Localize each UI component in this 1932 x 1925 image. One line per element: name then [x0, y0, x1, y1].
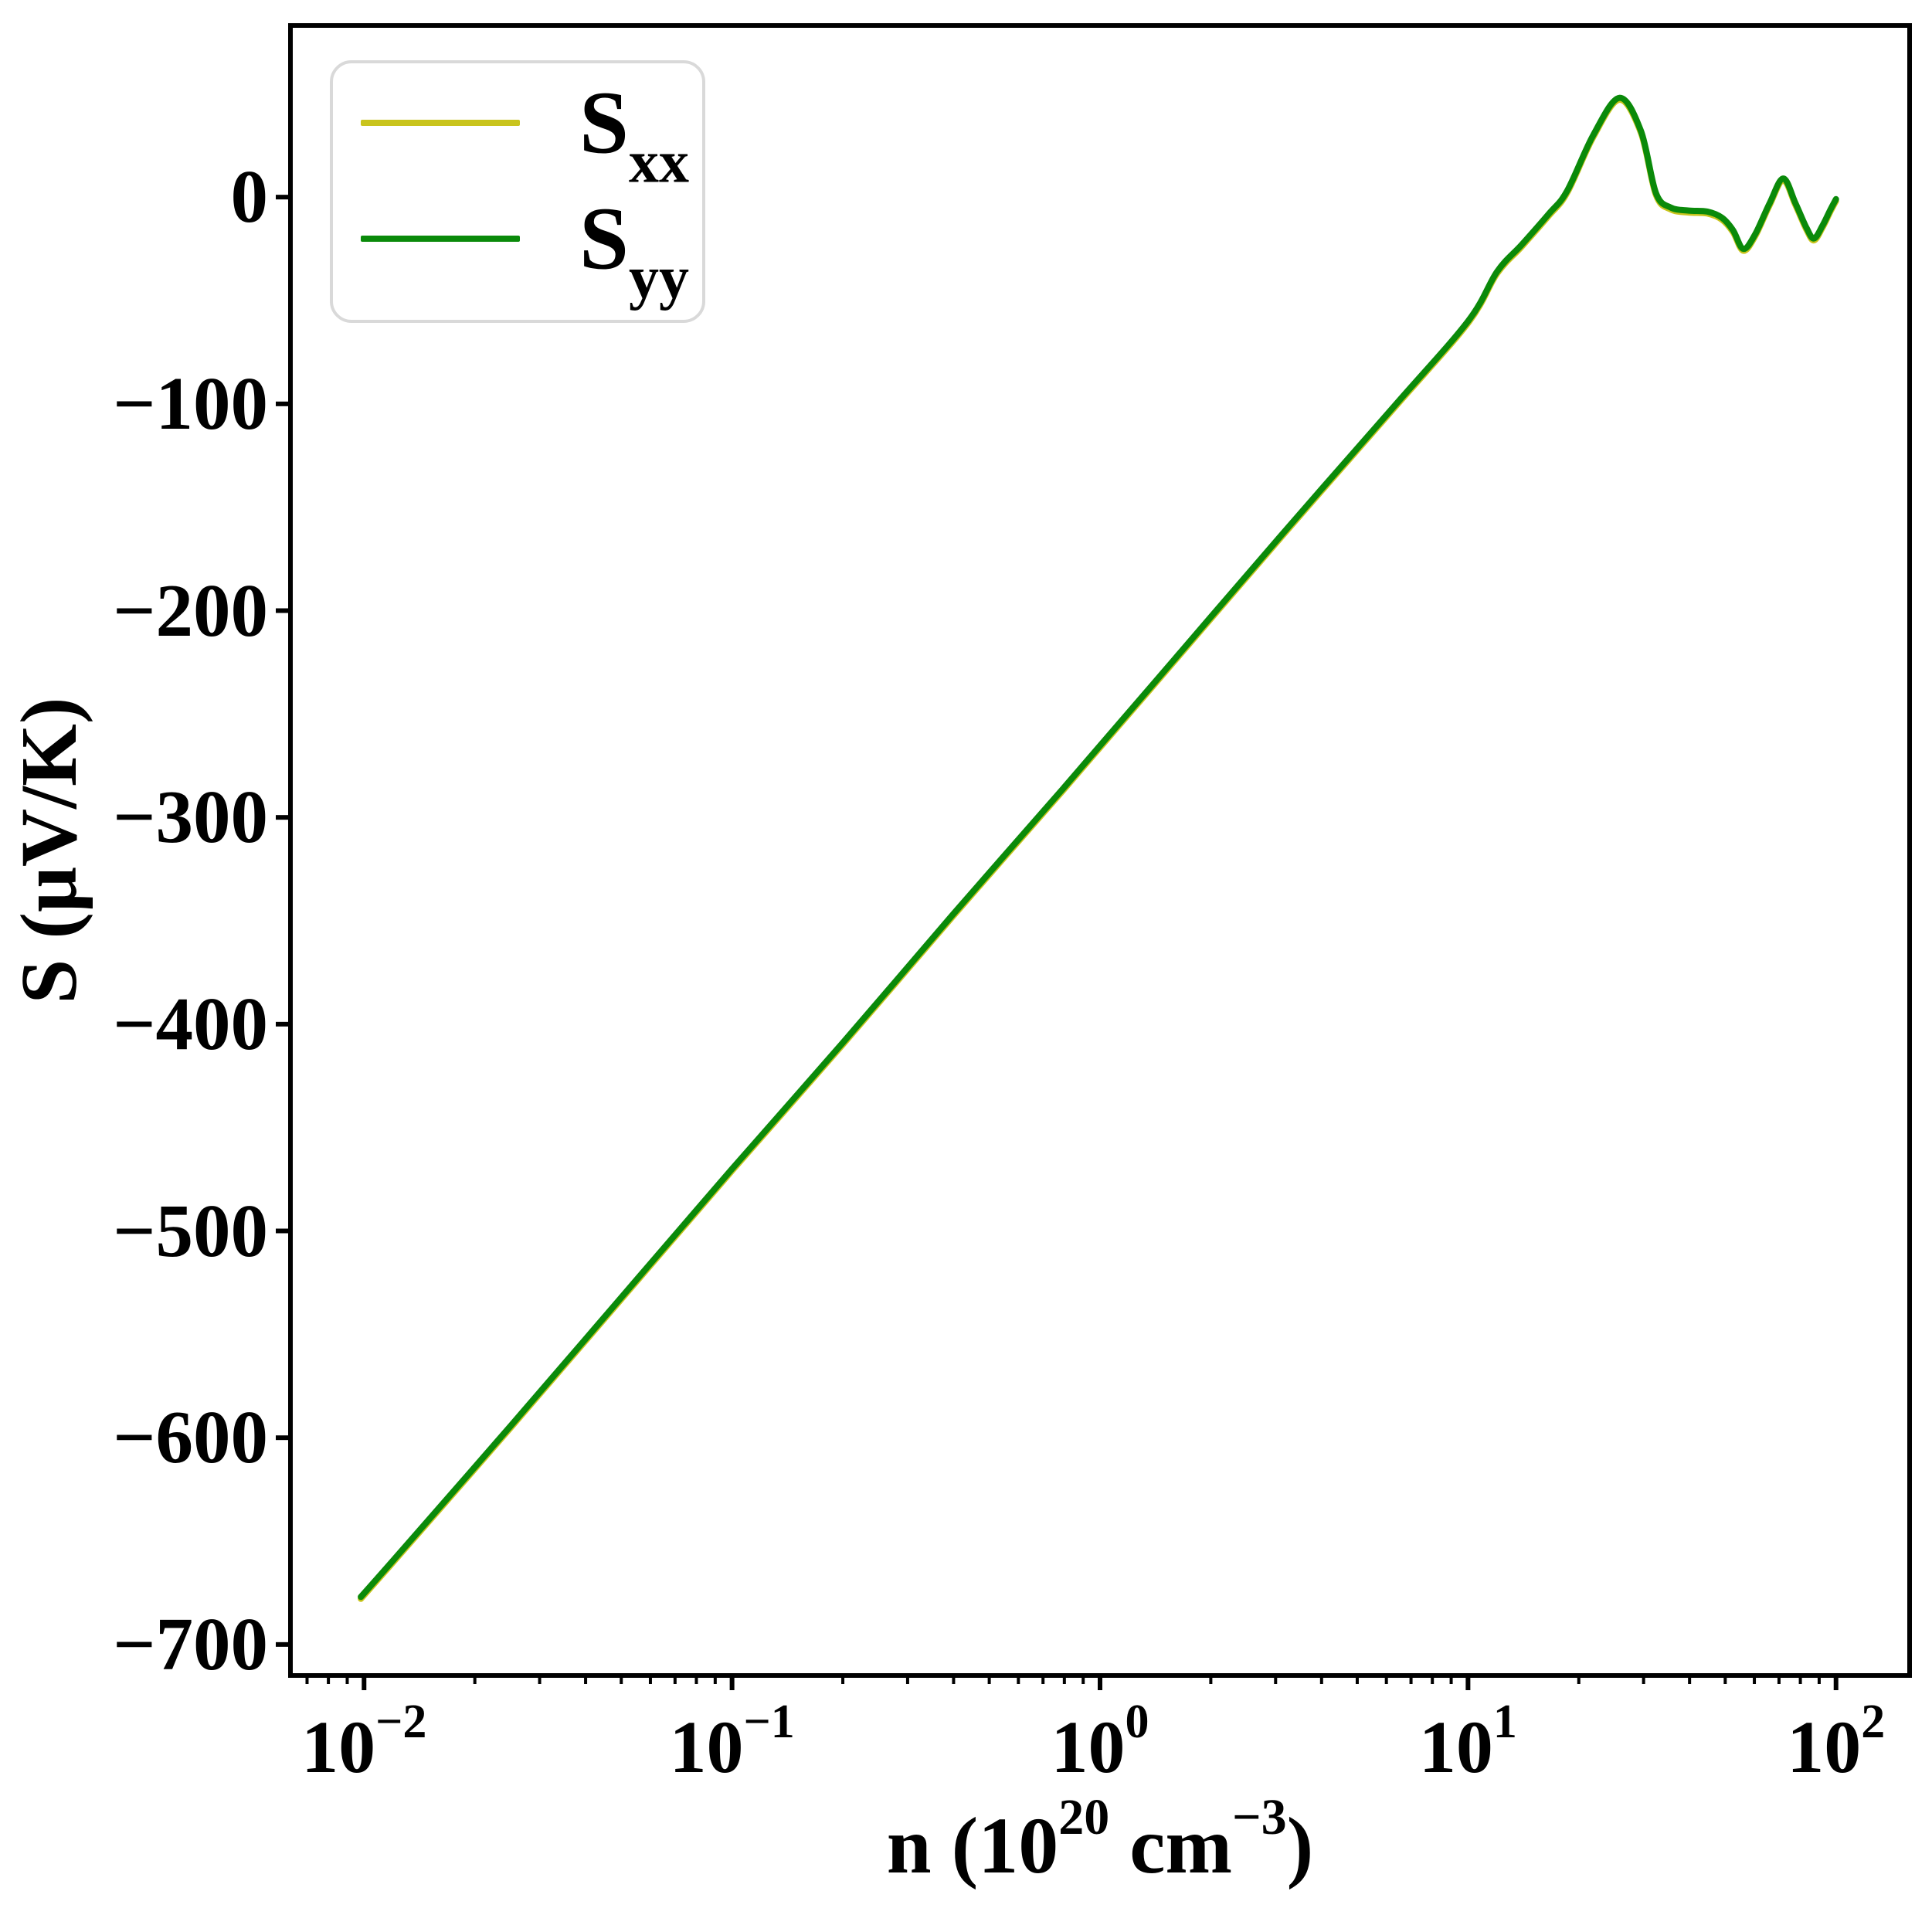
x-axis-label-part: −3	[1232, 1789, 1287, 1846]
y-tick-label: −400	[113, 982, 268, 1065]
x-tick-label: 102	[1787, 1696, 1886, 1788]
x-tick-label: 10−2	[301, 1696, 427, 1788]
x-axis-label: n (1020 cm−3)	[886, 1792, 1314, 1893]
y-tick-label: −200	[113, 569, 268, 652]
legend-sample-line-yy	[361, 236, 520, 242]
legend: Sxx Syy	[330, 60, 705, 323]
plot-frame	[288, 23, 1912, 1678]
y-tick-label: −600	[113, 1396, 268, 1479]
x-axis-label-part: cm	[1109, 1801, 1233, 1890]
y-tick-label: −300	[113, 776, 268, 859]
x-axis-label-part: 20	[1058, 1789, 1110, 1846]
y-axis-label: S (μV/K)	[5, 697, 93, 1004]
y-tick-label: −500	[113, 1189, 268, 1272]
legend-sample-line-xx	[361, 120, 520, 126]
y-tick-label: −700	[113, 1602, 268, 1686]
x-tick-label: 101	[1418, 1696, 1517, 1788]
sxx-curve	[358, 97, 1839, 1602]
x-axis-label-part: )	[1286, 1801, 1314, 1890]
legend-label-yy: Syy	[579, 189, 689, 311]
syy-curve	[358, 94, 1839, 1601]
x-axis-label-part: n (10	[886, 1801, 1059, 1890]
x-tick-label: 10−1	[669, 1696, 795, 1788]
y-tick-label: −100	[113, 362, 268, 445]
x-tick-label: 100	[1051, 1696, 1149, 1788]
y-tick-label: 0	[230, 155, 269, 239]
legend-label-xx: Sxx	[579, 73, 689, 195]
